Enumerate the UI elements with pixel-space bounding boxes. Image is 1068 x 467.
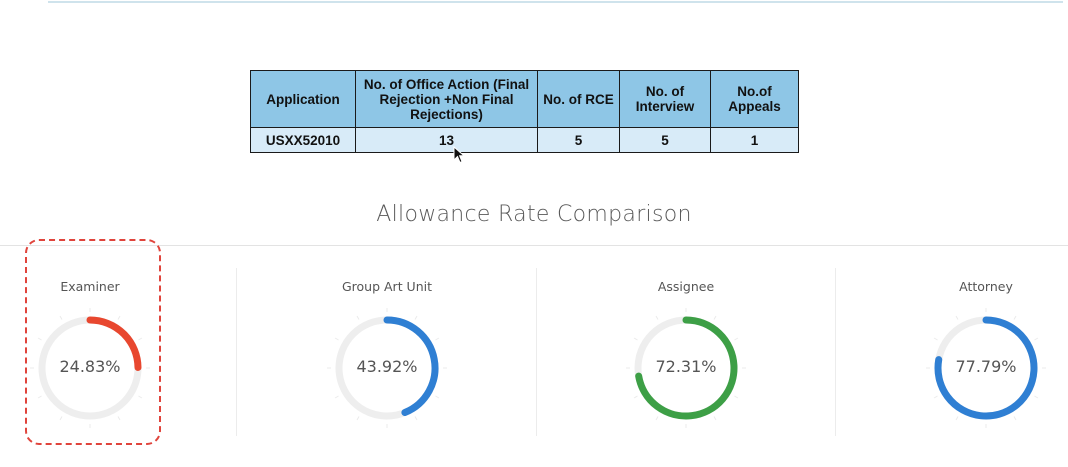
gauge-label: Attorney: [959, 279, 1013, 294]
gauge-value: 43.92%: [356, 357, 418, 376]
top-divider-line: [48, 1, 1063, 3]
cell-interview: 5: [619, 127, 711, 153]
gauge-tick: [933, 337, 938, 341]
gauge-tick: [334, 395, 339, 399]
gauge-value: 77.79%: [955, 357, 1017, 376]
gauge-arc: [383, 316, 439, 417]
gauge-arc: [86, 316, 142, 371]
gauge-tick: [1013, 416, 1017, 421]
gauge-tick: [138, 395, 143, 399]
gauge-attorney: Attorney 77.79%: [896, 270, 1068, 440]
gauge-tick: [356, 416, 360, 421]
gauge-tick: [435, 395, 440, 399]
gauge-ring: [30, 308, 150, 428]
gauge-examiner: Examiner 24.83%: [0, 270, 180, 440]
column-separator: [236, 268, 237, 436]
gauge-tick: [435, 337, 440, 341]
gauge-tick: [37, 395, 42, 399]
gauge-arc: [934, 316, 1038, 420]
gauge-value: 24.83%: [59, 357, 121, 376]
gauge-ring: [626, 308, 746, 428]
gauge-tick: [655, 416, 659, 421]
application-stats-table: Application No. of Office Action (Final …: [250, 70, 799, 153]
examiner-highlight-box: [25, 239, 161, 445]
gauge-ring: [327, 308, 447, 428]
column-separator: [536, 268, 537, 436]
gauge-tick: [713, 416, 717, 421]
header-application: Application: [250, 70, 356, 128]
table-row: USXX52010 13 5 5 1: [250, 127, 799, 153]
gauge-tick: [1013, 315, 1017, 320]
gauge-value: 72.31%: [655, 357, 717, 376]
allowance-rate-title: Allowance Rate Comparison: [376, 202, 692, 227]
gauge-tick: [933, 395, 938, 399]
header-interview: No. of Interview: [619, 70, 711, 128]
cell-rce: 5: [537, 127, 620, 153]
gauge-tick: [138, 337, 143, 341]
gauge-ring: [926, 308, 1046, 428]
gauge-assignee: Assignee 72.31%: [596, 270, 776, 440]
gauge-tick: [117, 416, 121, 421]
gauge-tick: [37, 337, 42, 341]
gauge-tick: [734, 337, 739, 341]
gauge-label: Assignee: [657, 279, 715, 294]
cell-office-action: 13: [355, 127, 538, 153]
gauge-tick: [117, 315, 121, 320]
gauge-tick: [955, 416, 959, 421]
gauge-label: Examiner: [60, 279, 120, 294]
header-rce: No. of RCE: [537, 70, 620, 128]
column-separator: [835, 268, 836, 436]
cell-appeals: 1: [710, 127, 799, 153]
gauge-tick: [1034, 395, 1039, 399]
gauge-tick: [1034, 337, 1039, 341]
gauge-tick: [356, 315, 360, 320]
cell-application: USXX52010: [250, 127, 356, 153]
gauge-tick: [414, 315, 418, 320]
header-office-action: No. of Office Action (Final Rejection +N…: [355, 70, 538, 128]
table-header-row: Application No. of Office Action (Final …: [250, 70, 799, 128]
gauge-tick: [734, 395, 739, 399]
gauge-tick: [955, 315, 959, 320]
gauge-tick: [633, 337, 638, 341]
gauge-tick: [59, 315, 63, 320]
gauge-tick: [713, 315, 717, 320]
gauge-tick: [655, 315, 659, 320]
gauge-tick: [334, 337, 339, 341]
gauge-arc: [635, 316, 738, 420]
gauge-tick: [59, 416, 63, 421]
gauge-tick: [414, 416, 418, 421]
mouse-pointer-icon: [453, 146, 465, 164]
gauge-tick: [633, 395, 638, 399]
section-divider: [0, 245, 1068, 246]
gauge-group-art-unit: Group Art Unit 43.92%: [297, 270, 477, 440]
header-appeals: No.of Appeals: [710, 70, 799, 128]
gauge-label: Group Art Unit: [341, 279, 433, 294]
